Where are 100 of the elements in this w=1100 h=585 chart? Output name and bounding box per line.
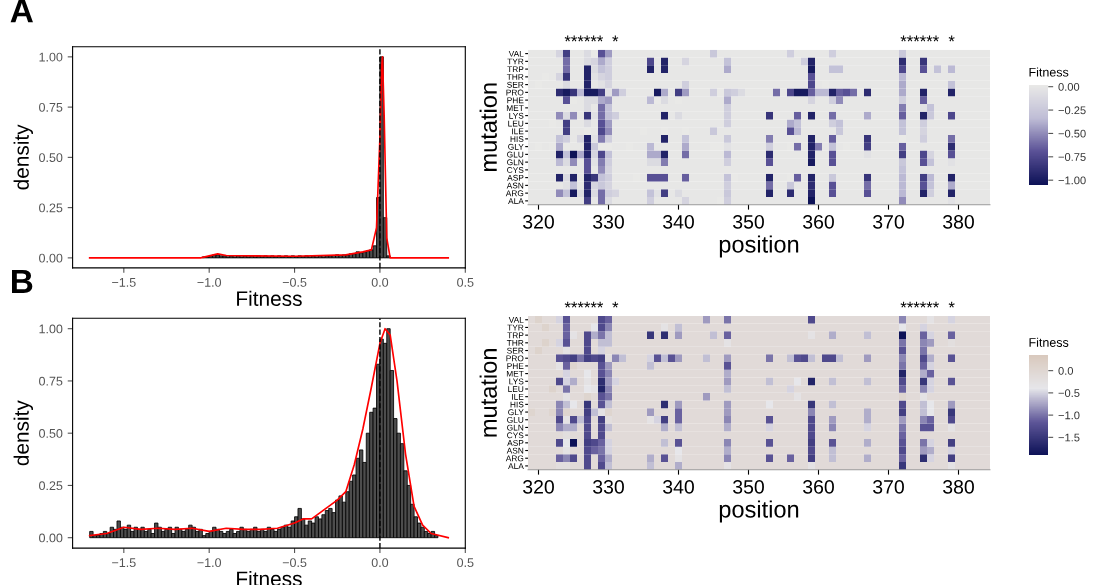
y-tick-label: ALA <box>508 463 524 469</box>
y-tick-label: VAL <box>508 50 524 57</box>
y-tick-label: GLN <box>507 159 524 166</box>
color-bar-title: Fitness <box>1029 67 1069 77</box>
y-tick-label: PHE <box>507 97 524 104</box>
x-tick-label: 330 <box>593 214 624 229</box>
y-tick-label: 1.00 <box>39 324 63 334</box>
color-bar-label: −1.5 <box>1058 433 1080 442</box>
y-tick-label: 0.25 <box>39 481 63 491</box>
x-tick-label: −1.0 <box>197 277 222 287</box>
y-tick-label: 0.00 <box>39 533 63 543</box>
y-tick-label: VAL <box>508 317 524 323</box>
y-tick-label: GLY <box>508 409 524 416</box>
x-tick-label: 360 <box>803 479 834 494</box>
x-tick-label: 340 <box>663 214 694 229</box>
x-tick-label: 0.0 <box>371 277 389 287</box>
y-tick-label: LEU <box>508 120 524 127</box>
y-tick-label: TRP <box>507 66 524 73</box>
x-tick-label: 320 <box>523 214 554 229</box>
x-tick-label: 380 <box>943 479 974 494</box>
y-tick-label: THR <box>506 74 524 80</box>
y-tick-label: THR <box>506 340 524 346</box>
x-tick-label: 320 <box>523 479 554 494</box>
x-tick-label: 350 <box>733 214 764 229</box>
y-tick-label: GLN <box>507 424 524 431</box>
x-tick-label: −0.5 <box>282 558 307 568</box>
y-tick-label: 0.50 <box>39 153 63 163</box>
x-tick-label: 370 <box>873 214 904 229</box>
y-tick-label: LYS <box>509 378 524 385</box>
x-tick-label: 0.5 <box>457 277 474 287</box>
y-tick-label: CYS <box>507 167 524 173</box>
y-axis-title: density <box>13 400 33 466</box>
color-bar-title: Fitness <box>1029 337 1069 347</box>
color-bar-label: −0.5 <box>1058 389 1080 398</box>
y-tick-label: TYR <box>507 324 524 331</box>
x-tick-label: 0.0 <box>371 558 389 568</box>
y-tick-label: GLU <box>507 416 524 423</box>
text: B <box>12 270 33 293</box>
y-tick-label: GLY <box>508 143 524 150</box>
color-bar-label: 0.0 <box>1058 366 1074 375</box>
y-tick-label: 0.75 <box>39 376 63 386</box>
color-bar-label: 0.00 <box>1058 82 1080 91</box>
y-axis-title: mutation <box>479 349 497 437</box>
color-bar-label: −1.0 <box>1058 411 1080 420</box>
y-tick-label: 0.00 <box>39 253 63 263</box>
y-tick-label: MET <box>506 370 524 377</box>
text: ****** <box>564 301 604 308</box>
text: ****** <box>900 301 939 308</box>
x-tick-label: 0.5 <box>457 558 474 568</box>
y-tick-label: 0.25 <box>39 203 63 213</box>
y-tick-label: 1.00 <box>39 52 63 62</box>
y-tick-label: SER <box>507 81 524 88</box>
y-axis-title: density <box>13 124 33 190</box>
x-tick-label: 360 <box>803 214 834 229</box>
color-bar-label: −0.25 <box>1058 106 1086 115</box>
text: ****** <box>564 35 604 42</box>
x-tick-label: −1.5 <box>112 278 136 287</box>
color-bar-label: −1.00 <box>1058 176 1086 185</box>
y-tick-label: TRP <box>507 332 524 339</box>
x-tick-label: 340 <box>663 479 694 494</box>
y-tick-label: PRO <box>506 89 524 96</box>
x-tick-label: 350 <box>733 479 764 494</box>
text: * <box>612 35 619 42</box>
text: * <box>612 301 619 308</box>
y-tick-label: HIS <box>510 136 524 142</box>
y-axis-title: mutation <box>479 83 497 171</box>
color-bar-label: −0.75 <box>1058 153 1086 161</box>
color-bar-label: −0.50 <box>1058 129 1086 138</box>
y-tick-label: ASP <box>507 440 524 446</box>
x-axis-title: position <box>719 235 799 258</box>
y-tick-label: SER <box>507 347 524 354</box>
y-tick-label: CYS <box>507 432 524 439</box>
y-tick-label: ARG <box>505 455 524 462</box>
y-tick-label: 0.50 <box>39 428 63 438</box>
y-tick-label: ILE <box>512 393 524 400</box>
y-tick-label: ASN <box>506 182 524 189</box>
y-tick-label: LEU <box>508 386 524 393</box>
y-tick-label: ALA <box>508 198 524 204</box>
text: * <box>948 301 955 308</box>
text: * <box>948 35 955 42</box>
y-tick-label: LYS <box>509 112 524 119</box>
x-tick-label: 380 <box>943 214 974 229</box>
x-tick-label: −1.0 <box>197 558 222 568</box>
x-tick-label: −1.5 <box>112 558 136 568</box>
y-tick-label: MET <box>506 105 524 111</box>
y-tick-label: 0.75 <box>39 102 63 112</box>
y-tick-label: TYR <box>507 58 524 65</box>
y-tick-label: ASP <box>507 174 524 181</box>
y-tick-label: PRO <box>506 355 524 362</box>
y-tick-label: ASN <box>506 447 524 454</box>
y-tick-label: ILE <box>512 128 524 135</box>
x-axis-title: Fitness <box>237 290 302 306</box>
text: ****** <box>900 35 939 42</box>
y-tick-label: GLU <box>507 151 524 158</box>
x-axis-title: position <box>719 500 799 523</box>
x-tick-label: −0.5 <box>282 277 307 287</box>
y-tick-label: HIS <box>510 401 524 408</box>
y-tick-label: PHE <box>507 363 524 369</box>
x-tick-label: 370 <box>873 479 904 494</box>
text: A <box>10 0 33 23</box>
